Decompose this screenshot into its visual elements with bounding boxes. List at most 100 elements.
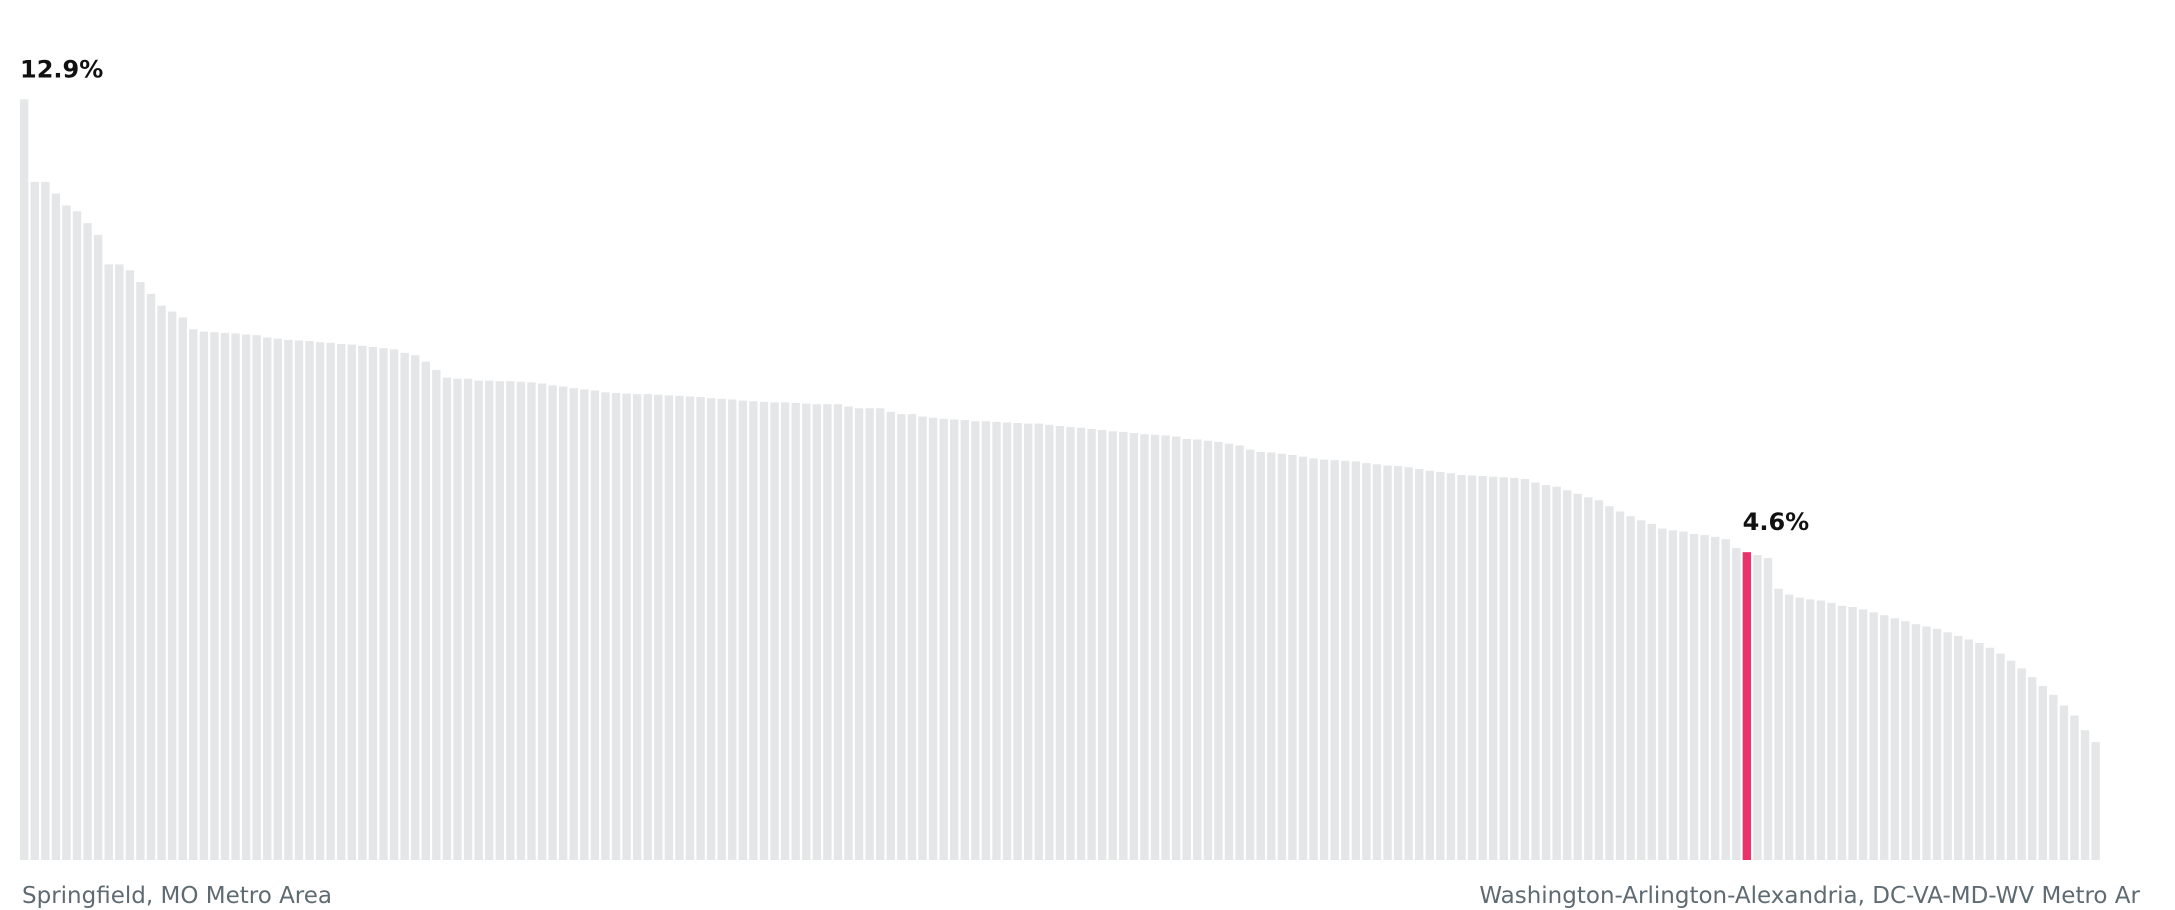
bar <box>1097 430 1107 860</box>
bar <box>569 388 578 860</box>
bar <box>527 382 536 860</box>
bar <box>1732 548 1741 860</box>
bar <box>315 342 325 860</box>
bar <box>558 386 568 860</box>
bar <box>1330 460 1339 860</box>
bar <box>1880 615 1889 860</box>
bar <box>1309 458 1318 860</box>
bar <box>1890 618 1899 860</box>
bar <box>1552 486 1561 860</box>
bar <box>1594 500 1604 860</box>
bar <box>1647 523 1656 860</box>
bar <box>1087 428 1096 860</box>
bar <box>1013 423 1022 860</box>
bar <box>1795 597 1804 860</box>
bar <box>664 395 674 860</box>
bar <box>675 395 684 860</box>
bar <box>590 390 600 860</box>
bar <box>770 402 779 860</box>
bar <box>2059 705 2069 860</box>
bar <box>2091 742 2100 860</box>
bar <box>1658 528 1667 860</box>
bar <box>1932 628 1942 860</box>
bar <box>1404 467 1413 860</box>
bar <box>1784 594 1794 860</box>
bar <box>1943 632 1952 860</box>
bar <box>400 352 409 860</box>
bar <box>252 335 261 860</box>
bar <box>368 346 378 861</box>
bar <box>1002 422 1012 860</box>
bar <box>1024 423 1033 860</box>
bar <box>62 205 71 860</box>
bar <box>358 345 367 860</box>
bar <box>189 329 198 860</box>
bar <box>474 380 483 860</box>
bar <box>167 311 177 860</box>
bar <box>981 421 991 860</box>
bar <box>241 334 251 860</box>
bar <box>93 234 103 860</box>
bar <box>1076 427 1086 860</box>
bar <box>104 264 113 860</box>
bar <box>1108 431 1117 860</box>
bar <box>453 378 462 860</box>
bar <box>897 414 906 860</box>
bar <box>1901 621 1910 860</box>
bar <box>812 404 822 860</box>
bar <box>1700 535 1709 860</box>
bar <box>2070 715 2079 860</box>
bar <box>1288 454 1297 860</box>
data-label-0: 12.9% <box>20 55 103 83</box>
bar <box>1351 461 1360 860</box>
bar <box>1214 441 1223 860</box>
bar <box>506 381 515 860</box>
bar <box>485 380 494 860</box>
bar <box>125 270 135 860</box>
bar <box>1763 558 1773 860</box>
bar <box>717 398 726 860</box>
bar <box>706 398 716 860</box>
bar <box>220 332 230 860</box>
bar <box>1245 449 1255 860</box>
bar <box>759 401 769 860</box>
bar <box>1119 431 1128 860</box>
bar <box>1573 493 1582 860</box>
bar <box>231 333 240 860</box>
bar <box>1171 436 1181 860</box>
bar <box>1393 466 1403 860</box>
bar <box>516 381 526 860</box>
bar <box>2080 730 2090 860</box>
bar <box>411 355 420 860</box>
bar <box>1341 460 1350 860</box>
bar <box>611 392 621 860</box>
bar <box>580 389 589 860</box>
bar <box>2017 668 2026 860</box>
data-label-1: 4.6% <box>1743 508 1810 536</box>
bar <box>1182 438 1191 860</box>
bar <box>41 181 50 861</box>
bar <box>157 305 166 860</box>
bar <box>971 421 980 860</box>
bar <box>1636 520 1646 860</box>
bar <box>1224 443 1234 860</box>
bar <box>284 339 293 860</box>
bar <box>728 399 737 860</box>
bar <box>1319 459 1329 860</box>
bar <box>294 340 304 861</box>
bar <box>1489 476 1498 860</box>
bar <box>622 393 631 860</box>
bar <box>1193 439 1202 860</box>
bar <box>1827 602 1836 860</box>
bar <box>30 181 39 861</box>
bar <box>1985 647 1995 860</box>
bar <box>2038 686 2047 860</box>
bar <box>1055 425 1065 860</box>
bar <box>854 408 864 860</box>
bar <box>685 396 695 860</box>
bar <box>939 418 948 860</box>
bar <box>51 193 61 860</box>
bar <box>463 378 473 860</box>
bar <box>136 282 145 861</box>
bar <box>918 416 927 860</box>
